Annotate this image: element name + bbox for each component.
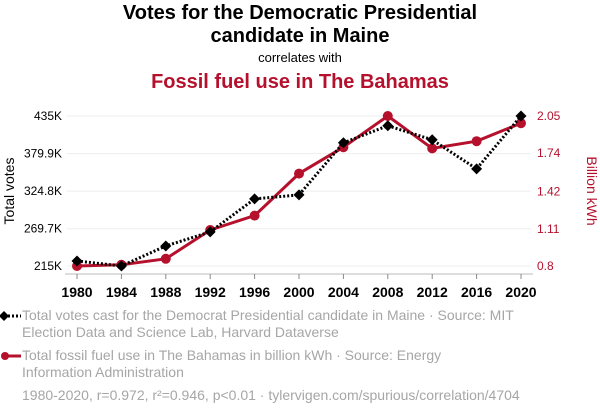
chart-title-line1: Votes for the Democratic Presidential [122,2,478,24]
y-left-tick-label: 379.9K [24,147,62,161]
legend-item-votes: Total votes cast for the Democrat Presid… [0,307,522,341]
series-votes-point [204,226,216,238]
series-fossil-fuel-point [427,143,438,154]
legend-votes-icon [0,311,21,321]
y-right-tick-label: 2.05 [537,109,561,123]
x-tick-label: 2016 [461,284,492,300]
series-votes-point [515,110,527,122]
x-tick-label: 1988 [150,284,181,300]
y-right-tick-label: 1.74 [537,146,561,160]
series-votes-point [382,120,394,132]
series-layer [71,110,527,272]
legend-fossil-fuel-text: Total fossil fuel use in The Bahamas in … [22,347,442,380]
y-left-tick-label: 215K [34,259,62,273]
x-tick-label: 2004 [328,284,359,300]
series-fossil-fuel-point [471,136,482,147]
x-tick-label: 2000 [283,284,314,300]
series-fossil-fuel-point [249,210,260,221]
y-left-tick-label: 269.7K [24,222,62,236]
legend-votes-text: Total votes cast for the Democrat Presid… [22,307,514,340]
series-votes-point [293,189,305,201]
series-fossil-fuel-point [294,168,304,179]
y-left-tick-label: 435K [34,109,62,123]
series-votes-point [471,163,483,175]
x-tick-label: 1984 [106,284,137,300]
y-axis-left-label: Total votes [1,158,17,225]
series-fossil-fuel-point [382,111,393,121]
chart-subtitle: Fossil fuel use in The Bahamas [151,71,449,93]
series-votes-line [76,115,523,268]
legend-item-fossil-fuel: Total fossil fuel use in The Bahamas in … [1,347,502,381]
series-fossil-fuel-point [516,118,526,129]
x-tick-label: 1992 [195,284,226,300]
correlates-text: correlates with [258,50,342,65]
y-right-tick-label: 1.42 [537,185,561,199]
x-tick-label: 2012 [417,284,448,300]
x-tick-label: 1996 [239,284,270,300]
y-right-tick-label: 0.8 [537,259,554,273]
y-axis-right: 0.8 1.11 1.42 1.74 2.05 [537,109,561,273]
y-axis-right-label: Billion kWh [584,156,600,225]
series-votes-point [115,260,127,272]
x-tick-label: 2008 [372,284,403,300]
x-tick-label: 1980 [61,284,92,300]
series-votes-point [160,240,172,252]
series-votes-point [249,193,261,205]
series-votes-point [71,255,83,267]
legend-fossil-fuel-icon [1,352,21,360]
x-tick-label: 2020 [505,284,536,300]
chart-title-line2: candidate in Maine [210,25,390,47]
series-votes-point [426,134,438,146]
series-votes-point [337,137,349,149]
x-axis: 1980 1984 1988 1992 1996 2000 2004 2008 2012 2016… [61,273,537,300]
y-axis-left: 215K 269.7K 324.8K 379.9K 435K [24,109,62,273]
y-left-tick-label: 324.8K [24,184,62,198]
series-fossil-fuel-point [160,253,171,264]
y-right-tick-label: 1.11 [537,222,560,236]
footer-stats: 1980-2020, r=0.972, r²=0.946, p<0.01 · t… [22,387,520,403]
